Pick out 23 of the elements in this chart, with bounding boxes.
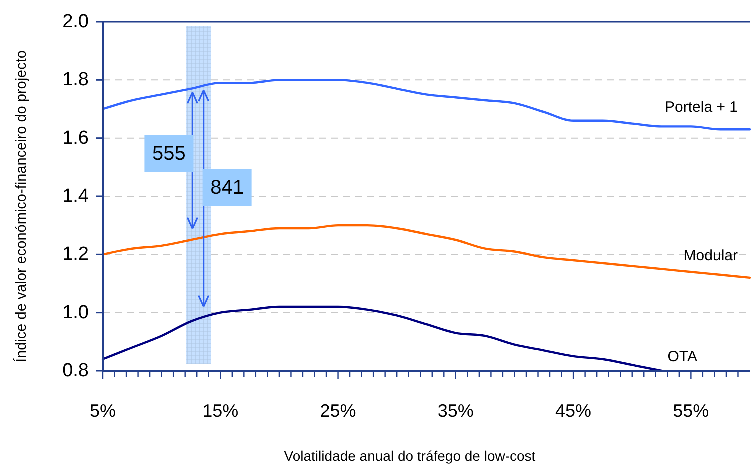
x-axis-title: Volatilidade anual do tráfego de low-cost [284,448,536,464]
annotation: 841 [210,176,244,199]
line-series [102,224,752,280]
y-tick-label: 1.6 [62,128,89,149]
line-series [102,79,752,131]
series-label: Portela + 1 [665,99,738,116]
x-tick-label: 45% [556,401,592,421]
y-tick-label: 0.8 [62,360,89,382]
x-tick-label: 15% [202,401,239,421]
x-tick-label: 5% [90,401,116,421]
line-series [102,306,663,372]
y-axis-title: Índice de valor económico-financeiro do projecto [13,50,30,362]
series-label: OTA [668,348,698,366]
series-label: Modular [684,247,738,264]
y-tick-label: 1.4 [62,186,90,207]
y-tick-label: 1.0 [62,302,89,324]
y-tick-label: 1.2 [62,244,89,266]
x-tick-label: 25% [320,401,356,421]
y-tick-label: 2.0 [62,12,89,32]
annotation: 555 [152,142,186,165]
x-tick-label: 55% [673,401,710,421]
y-tick-label: 1.8 [62,70,89,91]
x-tick-label: 35% [438,401,474,421]
